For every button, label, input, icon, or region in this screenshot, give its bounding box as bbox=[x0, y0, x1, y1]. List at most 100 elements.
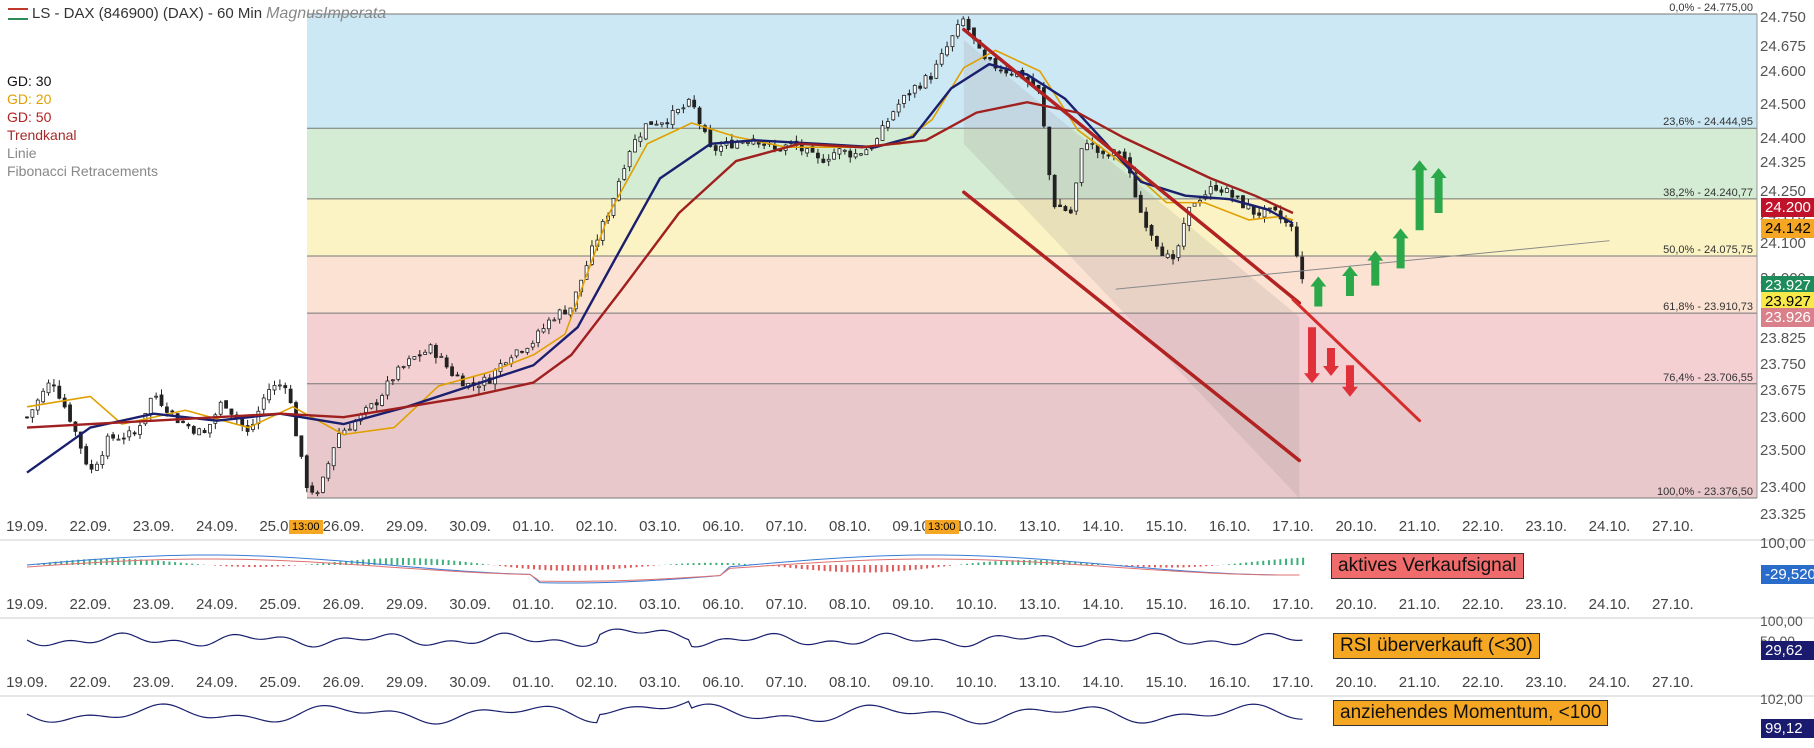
candle-body bbox=[945, 46, 949, 56]
macd-histogram-bar bbox=[550, 565, 553, 571]
candle-body bbox=[288, 388, 293, 404]
macd-histogram-bar bbox=[715, 562, 718, 565]
candle-body bbox=[713, 145, 718, 151]
candle-body bbox=[444, 357, 449, 368]
macd-axis-label: 100,00 bbox=[1760, 535, 1806, 552]
x-tick-label-0-17: 14.10. bbox=[1082, 518, 1124, 535]
candle-body bbox=[902, 94, 906, 104]
x-tick-label-2-15: 10.10. bbox=[956, 674, 998, 691]
candle-body bbox=[224, 400, 228, 409]
legend-item-gd50[interactable]: GD: 50 bbox=[7, 109, 52, 125]
y-tick-label-16: 23.325 bbox=[1760, 506, 1806, 523]
macd-histogram-bar bbox=[65, 560, 68, 565]
macd-histogram-bar bbox=[430, 558, 433, 565]
candle-body bbox=[455, 374, 460, 377]
candle-body bbox=[643, 123, 648, 140]
macd-histogram-bar bbox=[857, 565, 860, 573]
y-tick-label-6: 24.250 bbox=[1760, 183, 1806, 200]
macd-histogram-bar bbox=[624, 565, 627, 569]
x-tick-label-2-3: 24.09. bbox=[196, 674, 238, 691]
legend-item-fibonacci[interactable]: Fibonacci Retracements bbox=[7, 163, 158, 179]
macd-histogram-bar bbox=[846, 565, 849, 573]
macd-histogram-bar bbox=[891, 565, 894, 572]
macd-histogram-bar bbox=[1285, 558, 1288, 565]
brand-watermark: MagnusImperata bbox=[266, 5, 387, 22]
macd-histogram-bar bbox=[1028, 559, 1031, 565]
macd-histogram-bar bbox=[139, 559, 142, 565]
candle-body bbox=[1149, 225, 1154, 236]
candle-body bbox=[1230, 190, 1235, 198]
down-arrow-2 bbox=[1341, 365, 1358, 397]
candle-body bbox=[423, 351, 428, 355]
macd-histogram-bar bbox=[1199, 565, 1202, 567]
macd-histogram-bar bbox=[914, 565, 917, 570]
x-tick-label-0-21: 20.10. bbox=[1335, 518, 1377, 535]
x-tick-label-1-17: 14.10. bbox=[1082, 596, 1124, 613]
candle-body bbox=[417, 354, 422, 357]
macd-histogram-bar bbox=[219, 565, 222, 566]
up-arrow-5 bbox=[1430, 167, 1447, 213]
legend-item-gd20[interactable]: GD: 20 bbox=[7, 91, 52, 107]
macd-histogram-bar bbox=[618, 565, 621, 569]
legend-item-linie[interactable]: Linie bbox=[7, 145, 37, 161]
candle-body bbox=[918, 85, 923, 89]
candle-body bbox=[880, 125, 885, 141]
legend-item-gd30[interactable]: GD: 30 bbox=[7, 73, 52, 89]
candle-body bbox=[218, 401, 223, 415]
up-arrow-3 bbox=[1392, 228, 1409, 269]
candle-body bbox=[966, 18, 971, 31]
price-box-bid: 23.927 bbox=[1761, 276, 1814, 295]
candle-body bbox=[1235, 195, 1240, 198]
candle-body bbox=[89, 464, 94, 470]
candle-body bbox=[186, 423, 191, 427]
x-tick-label-2-4: 25.09. bbox=[259, 674, 301, 691]
candle-body bbox=[638, 136, 643, 143]
macd-histogram-bar bbox=[834, 565, 837, 572]
candle-body bbox=[138, 425, 142, 435]
y-tick-label-5: 24.325 bbox=[1760, 154, 1806, 171]
time-marker-2: 13:00 bbox=[925, 520, 959, 534]
candle-body bbox=[1187, 206, 1192, 226]
candle-body bbox=[955, 24, 960, 37]
x-tick-label-1-5: 26.09. bbox=[323, 596, 365, 613]
candle-body bbox=[159, 394, 164, 406]
macd-histogram-bar bbox=[521, 565, 524, 569]
x-tick-label-2-16: 13.10. bbox=[1019, 674, 1061, 691]
macd-histogram-bar bbox=[960, 564, 963, 565]
candle-body bbox=[369, 403, 374, 409]
macd-histogram-bar bbox=[419, 558, 422, 565]
candle-body bbox=[885, 121, 890, 128]
x-tick-label-2-1: 22.09. bbox=[69, 674, 111, 691]
macd-histogram-bar bbox=[874, 565, 877, 573]
candle-body bbox=[390, 379, 395, 382]
candle-body bbox=[837, 148, 842, 155]
momentum-line bbox=[26, 700, 1303, 725]
candle-body bbox=[746, 142, 750, 144]
x-tick-label-1-13: 08.10. bbox=[829, 596, 871, 613]
candle-body bbox=[536, 330, 541, 344]
macd-histogram-bar bbox=[231, 565, 234, 567]
macd-histogram-bar bbox=[447, 560, 450, 565]
macd-histogram-bar bbox=[270, 565, 273, 567]
fib-label-2: 38,2% - 24.240,77 bbox=[1663, 187, 1753, 199]
candle-body bbox=[541, 328, 546, 333]
fib-label-3: 50,0% - 24.075,75 bbox=[1663, 244, 1753, 256]
candle-body bbox=[100, 454, 105, 465]
macd-histogram-bar bbox=[709, 562, 712, 565]
chart-title: LS - DAX (846900) (DAX) - 60 Min MagnusIm… bbox=[8, 5, 386, 23]
y-tick-label-14: 23.500 bbox=[1760, 442, 1806, 459]
macd-histogram-bar bbox=[1159, 565, 1162, 568]
candle-body bbox=[627, 151, 632, 168]
legend-item-trendkanal[interactable]: Trendkanal bbox=[7, 127, 77, 143]
candle-body bbox=[864, 149, 869, 156]
candle-body bbox=[665, 122, 670, 125]
x-tick-label-2-6: 29.09. bbox=[386, 674, 428, 691]
sma50-line bbox=[26, 101, 1294, 429]
x-tick-label-2-17: 14.10. bbox=[1082, 674, 1124, 691]
candle-body bbox=[315, 492, 320, 495]
candle-body bbox=[1106, 154, 1111, 157]
macd-histogram-bar bbox=[823, 565, 826, 571]
x-tick-label-0-9: 02.10. bbox=[576, 518, 618, 535]
macd-histogram-bar bbox=[1262, 560, 1265, 565]
